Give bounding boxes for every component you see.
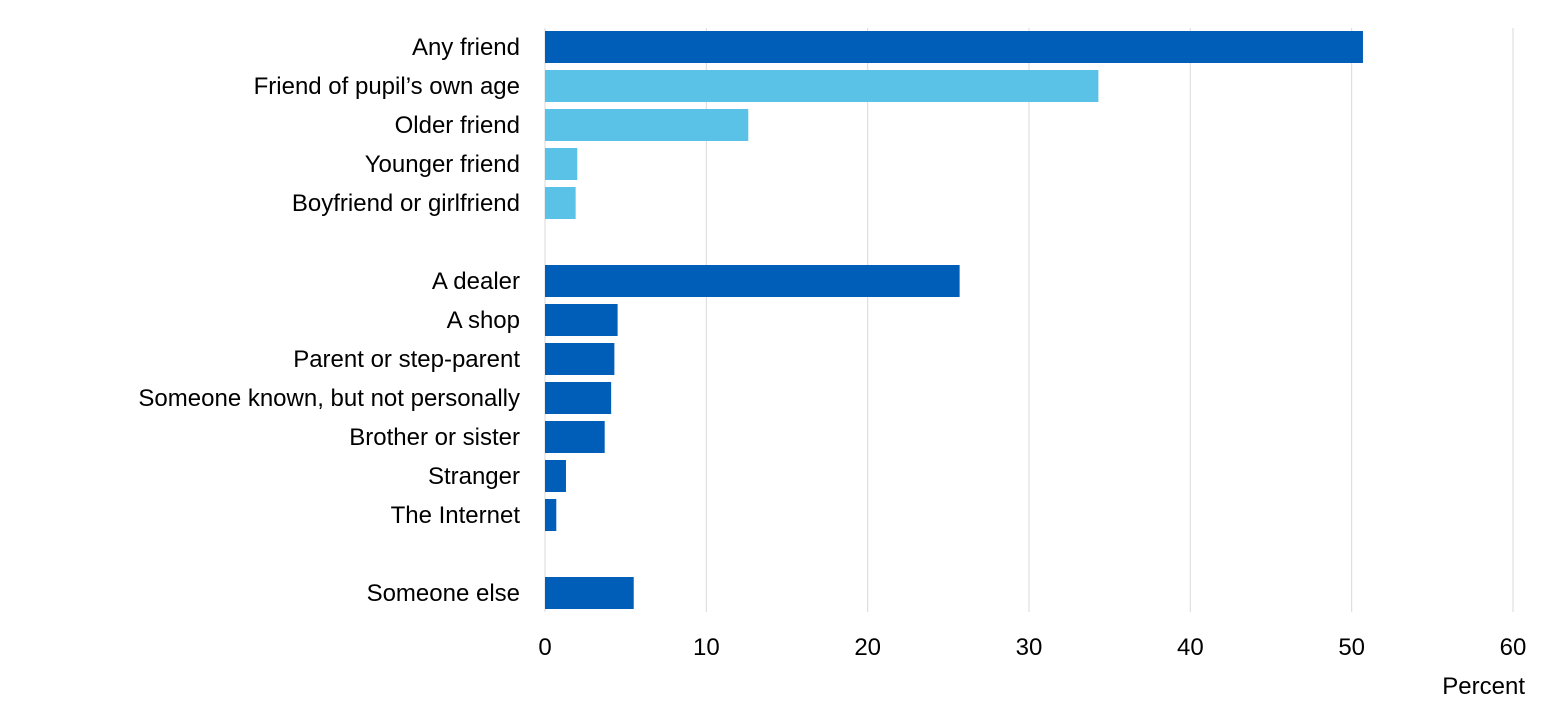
x-tick-label: 60 <box>1500 634 1527 661</box>
bar <box>545 187 576 219</box>
bar <box>545 148 578 180</box>
category-label: Younger friend <box>365 151 520 178</box>
category-label: Parent or step-parent <box>293 346 520 373</box>
bars <box>545 31 1363 609</box>
bar <box>545 265 960 297</box>
category-label: A shop <box>447 307 520 334</box>
bar <box>545 577 634 609</box>
x-tick-label: 30 <box>1016 634 1043 661</box>
category-label: Stranger <box>428 463 520 490</box>
category-labels: Any friend Friend of pupil’s own age Older… <box>138 34 520 607</box>
category-label: Any friend <box>412 34 520 61</box>
x-tick-label: 40 <box>1177 634 1204 661</box>
bar <box>545 343 615 375</box>
x-tick-label: 50 <box>1338 634 1365 661</box>
bar <box>545 382 612 414</box>
category-label: Boyfriend or girlfriend <box>292 190 520 217</box>
x-tick-label: 10 <box>693 634 720 661</box>
category-label: Older friend <box>395 112 520 139</box>
bar <box>545 499 557 531</box>
bar <box>545 460 566 492</box>
category-label: Someone else <box>367 580 520 607</box>
bar <box>545 109 749 141</box>
x-axis-ticks: 0 10 20 30 40 50 60 <box>538 634 1526 661</box>
bar <box>545 31 1363 63</box>
x-tick-label: 20 <box>854 634 881 661</box>
bar <box>545 70 1099 102</box>
category-label: Someone known, but not personally <box>138 385 520 412</box>
category-label: The Internet <box>391 502 521 529</box>
bar <box>545 304 618 336</box>
bar <box>545 421 605 453</box>
x-tick-label: 0 <box>538 634 551 661</box>
category-label: Friend of pupil’s own age <box>254 73 520 100</box>
category-label: A dealer <box>432 268 520 295</box>
category-label: Brother or sister <box>349 424 520 451</box>
x-axis-title: Percent <box>1442 673 1525 700</box>
